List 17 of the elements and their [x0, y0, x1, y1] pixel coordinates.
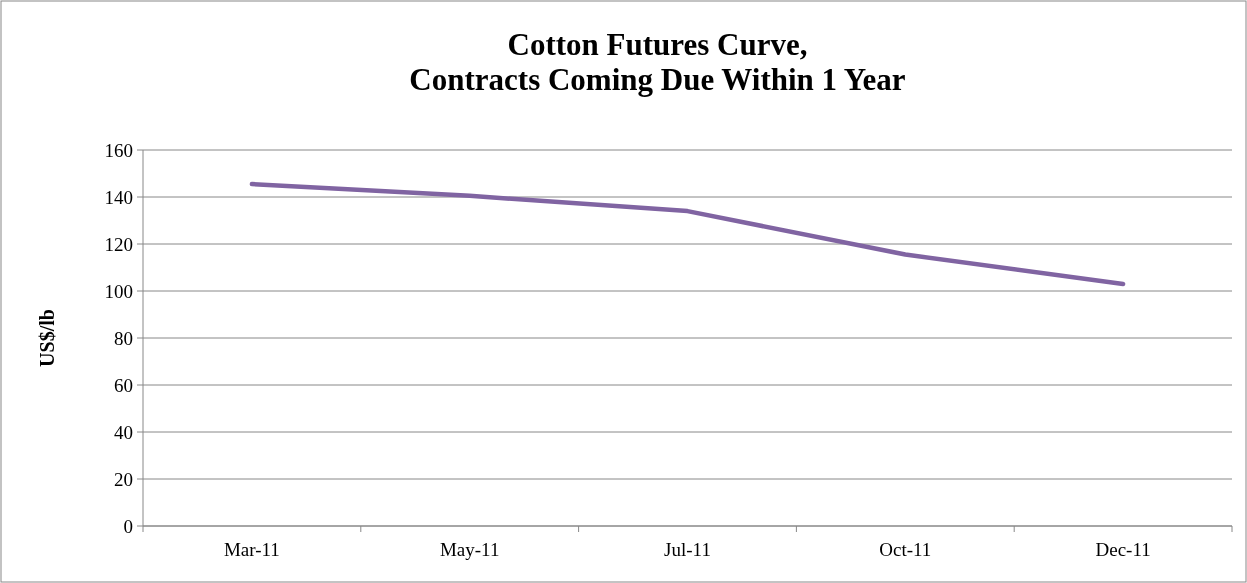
y-tick-label: 120	[104, 233, 133, 255]
x-tick-label: Mar-11	[223, 539, 280, 560]
y-axis-title: US$/lb	[36, 309, 58, 367]
x-tick-label: Jul-11	[664, 539, 711, 560]
chart-title: Cotton Futures Curve, Contracts Coming Due Within 1 Year	[409, 27, 906, 97]
x-tick-label: Oct-11	[879, 539, 932, 560]
y-tick-label: 100	[104, 280, 133, 302]
y-tick-label: 0	[123, 515, 133, 537]
y-tick-label: 80	[114, 327, 133, 349]
line-series	[249, 181, 1126, 287]
y-tick-label: 160	[104, 139, 133, 161]
y-tick-label: 20	[114, 468, 133, 490]
x-tick-label: Dec-11	[1095, 539, 1151, 560]
y-tick-label: 140	[104, 186, 133, 208]
y-tick-label: 40	[114, 421, 133, 443]
y-tick-label: 60	[114, 374, 133, 396]
x-tick-label: May-11	[439, 539, 500, 560]
